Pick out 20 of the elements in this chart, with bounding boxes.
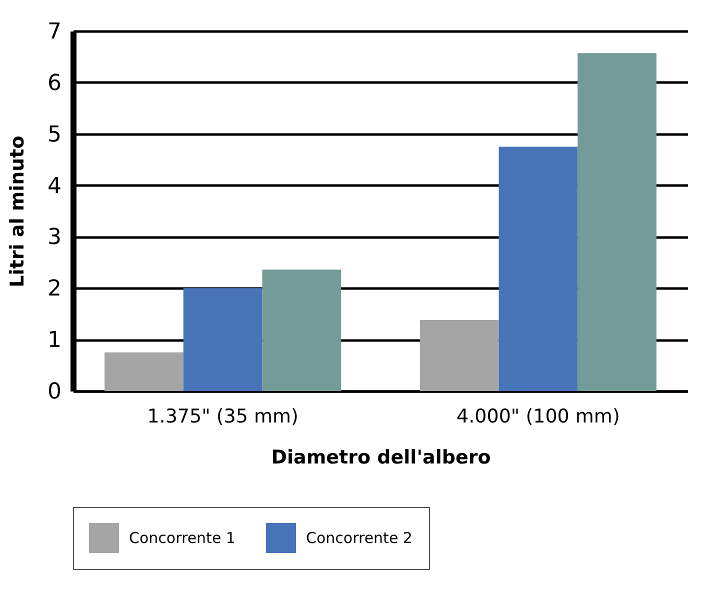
x-axis-title: Diametro dell'albero [271,446,491,468]
y-tick-label: 3 [48,225,62,250]
y-tick-label: 2 [48,276,62,302]
bar [262,270,342,391]
y-tick-label: 0 [48,380,62,404]
y-tick-label: 4 [48,174,62,199]
legend-label: Concorrente 1 [129,529,236,547]
x-tick-label: 1.375" (35 mm) [147,406,298,428]
bar [578,53,656,391]
x-tick-label: 4.000" (100 mm) [456,406,620,428]
y-tick-label: 1 [48,328,62,354]
bar [183,288,262,391]
bar [420,320,499,391]
y-tick-label: 5 [48,122,62,148]
bar [104,352,184,391]
legend-label: Concorrente 2 [306,529,412,547]
y-axis-title: Litri al minuto [6,136,29,288]
bar [498,146,578,391]
y-tick-label: 7 [48,20,62,44]
y-tick-label: 6 [48,70,62,96]
